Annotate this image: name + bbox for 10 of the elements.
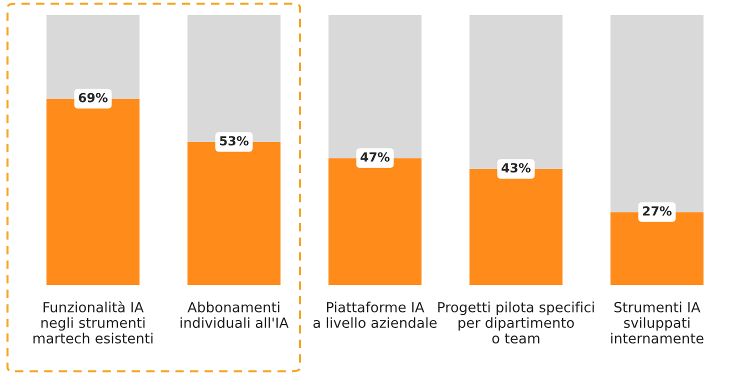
- data-label: 69%: [78, 92, 108, 102]
- x-tick-label: Strumenti IA sviluppati internamente: [611, 302, 704, 344]
- x-tick-label: Piattaforme IA a livello aziendale: [313, 302, 437, 328]
- x-tick-label: Funzionalità IA negli strumenti martech esistenti: [33, 301, 152, 344]
- data-label: 47%: [360, 152, 390, 162]
- x-tick-label: Progetti pilota specifici per dipartimento o team: [438, 302, 594, 344]
- data-label: 27%: [643, 206, 672, 216]
- x-tick-label: Abbonamenti individuali all'IA: [180, 302, 289, 328]
- data-label: 53%: [220, 136, 249, 146]
- data-label: 43%: [502, 163, 531, 173]
